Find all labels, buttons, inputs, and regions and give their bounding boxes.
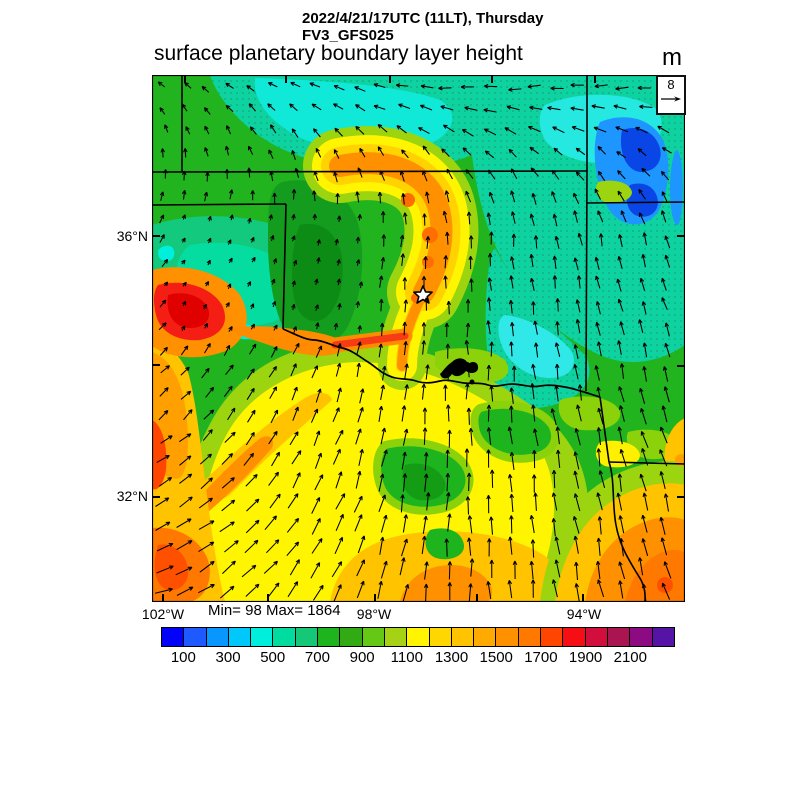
colorbar-segment [585, 628, 608, 646]
wind-reference-arrow-icon [661, 96, 681, 102]
map-area: 8 [152, 75, 686, 602]
colorbar-tick-label: 100 [170, 649, 196, 666]
colorbar-tick-label: 1900 [568, 649, 603, 666]
colorbar-tick-label: 900 [349, 649, 375, 666]
wind-arrows [154, 81, 673, 602]
lat-label-36n: 36°N [116, 228, 148, 244]
colorbar-segment [496, 628, 519, 646]
colorbar-segment [607, 628, 631, 646]
colorbar-segment [384, 628, 408, 646]
colorbar-tick-label: 500 [260, 649, 286, 666]
colorbar-tick-label: 700 [304, 649, 330, 666]
lon-label-94w: 94°W [566, 606, 602, 622]
colorbar-tick-label: 1500 [479, 649, 513, 666]
page-title: surface planetary boundary layer height [154, 42, 523, 65]
lon-label-102w: 102°W [141, 606, 185, 622]
colorbar-tick-label: 1700 [524, 649, 558, 666]
colorbar-segment [407, 628, 430, 646]
colorbar-segment [318, 628, 341, 646]
colorbar-segment [340, 628, 363, 646]
pbl-map [152, 75, 685, 602]
colorbar-segment [295, 628, 319, 646]
colorbar-segment [228, 628, 252, 646]
colorbar-segment [563, 628, 586, 646]
colorbar-segment [273, 628, 296, 646]
valid-time-label: 2022/4/21/17UTC (11LT), Thursday [302, 10, 544, 27]
lat-label-32n: 32°N [116, 488, 148, 504]
colorbar-tick-label: 300 [215, 649, 241, 666]
colorbar-tick-label: 1300 [434, 649, 469, 666]
field-min-max-label: Min= 98 Max= 1864 [208, 602, 341, 619]
colorbar-segment [251, 628, 274, 646]
colorbar-segment [474, 628, 497, 646]
model-name-label: FV3_GFS025 [302, 27, 394, 44]
colorbar-segment [630, 628, 653, 646]
colorbar-segment [541, 628, 564, 646]
colorbar-tick-label: 1100 [390, 649, 423, 666]
station-star-marker [413, 285, 433, 304]
axis-ticks [152, 75, 685, 602]
wind-reference-value: 8 [667, 77, 675, 92]
colorbar-segment [362, 628, 385, 646]
lon-label-98w: 98°W [356, 606, 392, 622]
colorbar-segment [162, 628, 185, 646]
contour-field [152, 75, 685, 602]
colorbar-segment [429, 628, 452, 646]
colorbar-segment [206, 628, 229, 646]
colorbar-segment [518, 628, 542, 646]
colorbar-segment [184, 628, 207, 646]
units-label: m [662, 44, 682, 71]
wind-reference-box: 8 [656, 75, 686, 115]
colorbar-labels: 100 300 500 700 900 1100 1300 1500 1700 1900 2100 [161, 649, 675, 667]
colorbar [161, 627, 675, 647]
colorbar-tick-label: 2100 [613, 649, 647, 666]
colorbar-segment [451, 628, 475, 646]
colorbar-segment [652, 628, 674, 646]
